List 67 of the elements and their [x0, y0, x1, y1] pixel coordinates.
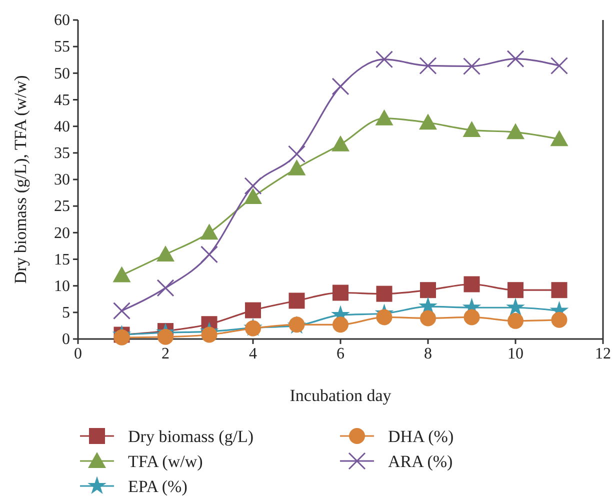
x-tick-label: 0 — [74, 345, 82, 362]
y-tick-label: 50 — [54, 65, 70, 82]
y-tick-label: 45 — [54, 92, 70, 109]
point — [375, 109, 394, 126]
point — [419, 56, 437, 74]
x-tick-label: 2 — [162, 345, 170, 362]
point — [464, 276, 480, 292]
point — [200, 224, 218, 240]
point — [245, 320, 261, 336]
point — [112, 266, 131, 282]
point — [332, 78, 350, 96]
legend-label: ARA (%) — [388, 452, 453, 471]
point — [332, 284, 348, 301]
point — [288, 159, 306, 176]
legend-label: DHA (%) — [388, 427, 454, 446]
point — [550, 56, 568, 74]
point — [156, 279, 174, 297]
point — [420, 310, 436, 326]
y-tick-label: 35 — [54, 145, 70, 162]
point — [419, 114, 437, 130]
y-tick-label: 0 — [62, 331, 70, 348]
point — [376, 286, 392, 302]
x-tick-label: 8 — [424, 345, 432, 362]
y-tick-label: 10 — [54, 278, 70, 295]
x-axis-title: Incubation day — [290, 386, 392, 405]
point — [551, 282, 568, 298]
point — [506, 50, 524, 68]
point — [158, 328, 174, 345]
point — [244, 177, 262, 195]
y-tick-label: 5 — [62, 304, 70, 322]
point — [420, 282, 436, 298]
legend-label: Dry biomass (g/L) — [128, 427, 254, 446]
point — [376, 50, 393, 68]
point — [376, 309, 392, 326]
point — [506, 123, 524, 140]
point — [245, 302, 261, 318]
point — [332, 135, 350, 152]
x-tick-label: 10 — [508, 345, 524, 362]
point — [244, 188, 262, 204]
y-tick-label: 15 — [54, 251, 70, 268]
point — [462, 121, 481, 138]
legend-label: EPA (%) — [128, 477, 188, 496]
point — [200, 246, 218, 264]
point — [551, 312, 568, 328]
x-tick-label: 6 — [336, 345, 344, 362]
y-tick-label: 55 — [54, 38, 70, 56]
y-tick-label: 60 — [54, 12, 70, 30]
y-axis-title: Dry biomass (g/L), TFA (w/w) — [11, 75, 30, 284]
y-tick-label: 25 — [54, 198, 70, 216]
x-tick-label: 12 — [595, 345, 611, 362]
point — [463, 58, 480, 76]
y-tick-label: 30 — [54, 172, 70, 189]
point — [508, 312, 524, 329]
legend-label: TFA (w/w) — [128, 452, 203, 471]
point — [464, 309, 480, 326]
point — [332, 316, 348, 333]
point — [506, 298, 525, 316]
point — [113, 302, 130, 320]
point — [550, 130, 568, 146]
y-tick-label: 40 — [54, 118, 70, 136]
y-tick-label: 20 — [54, 224, 70, 242]
point — [288, 292, 305, 309]
point — [508, 282, 524, 298]
x-tick-label: 4 — [249, 345, 257, 362]
point — [156, 245, 174, 262]
point — [201, 326, 218, 343]
point — [288, 145, 306, 163]
